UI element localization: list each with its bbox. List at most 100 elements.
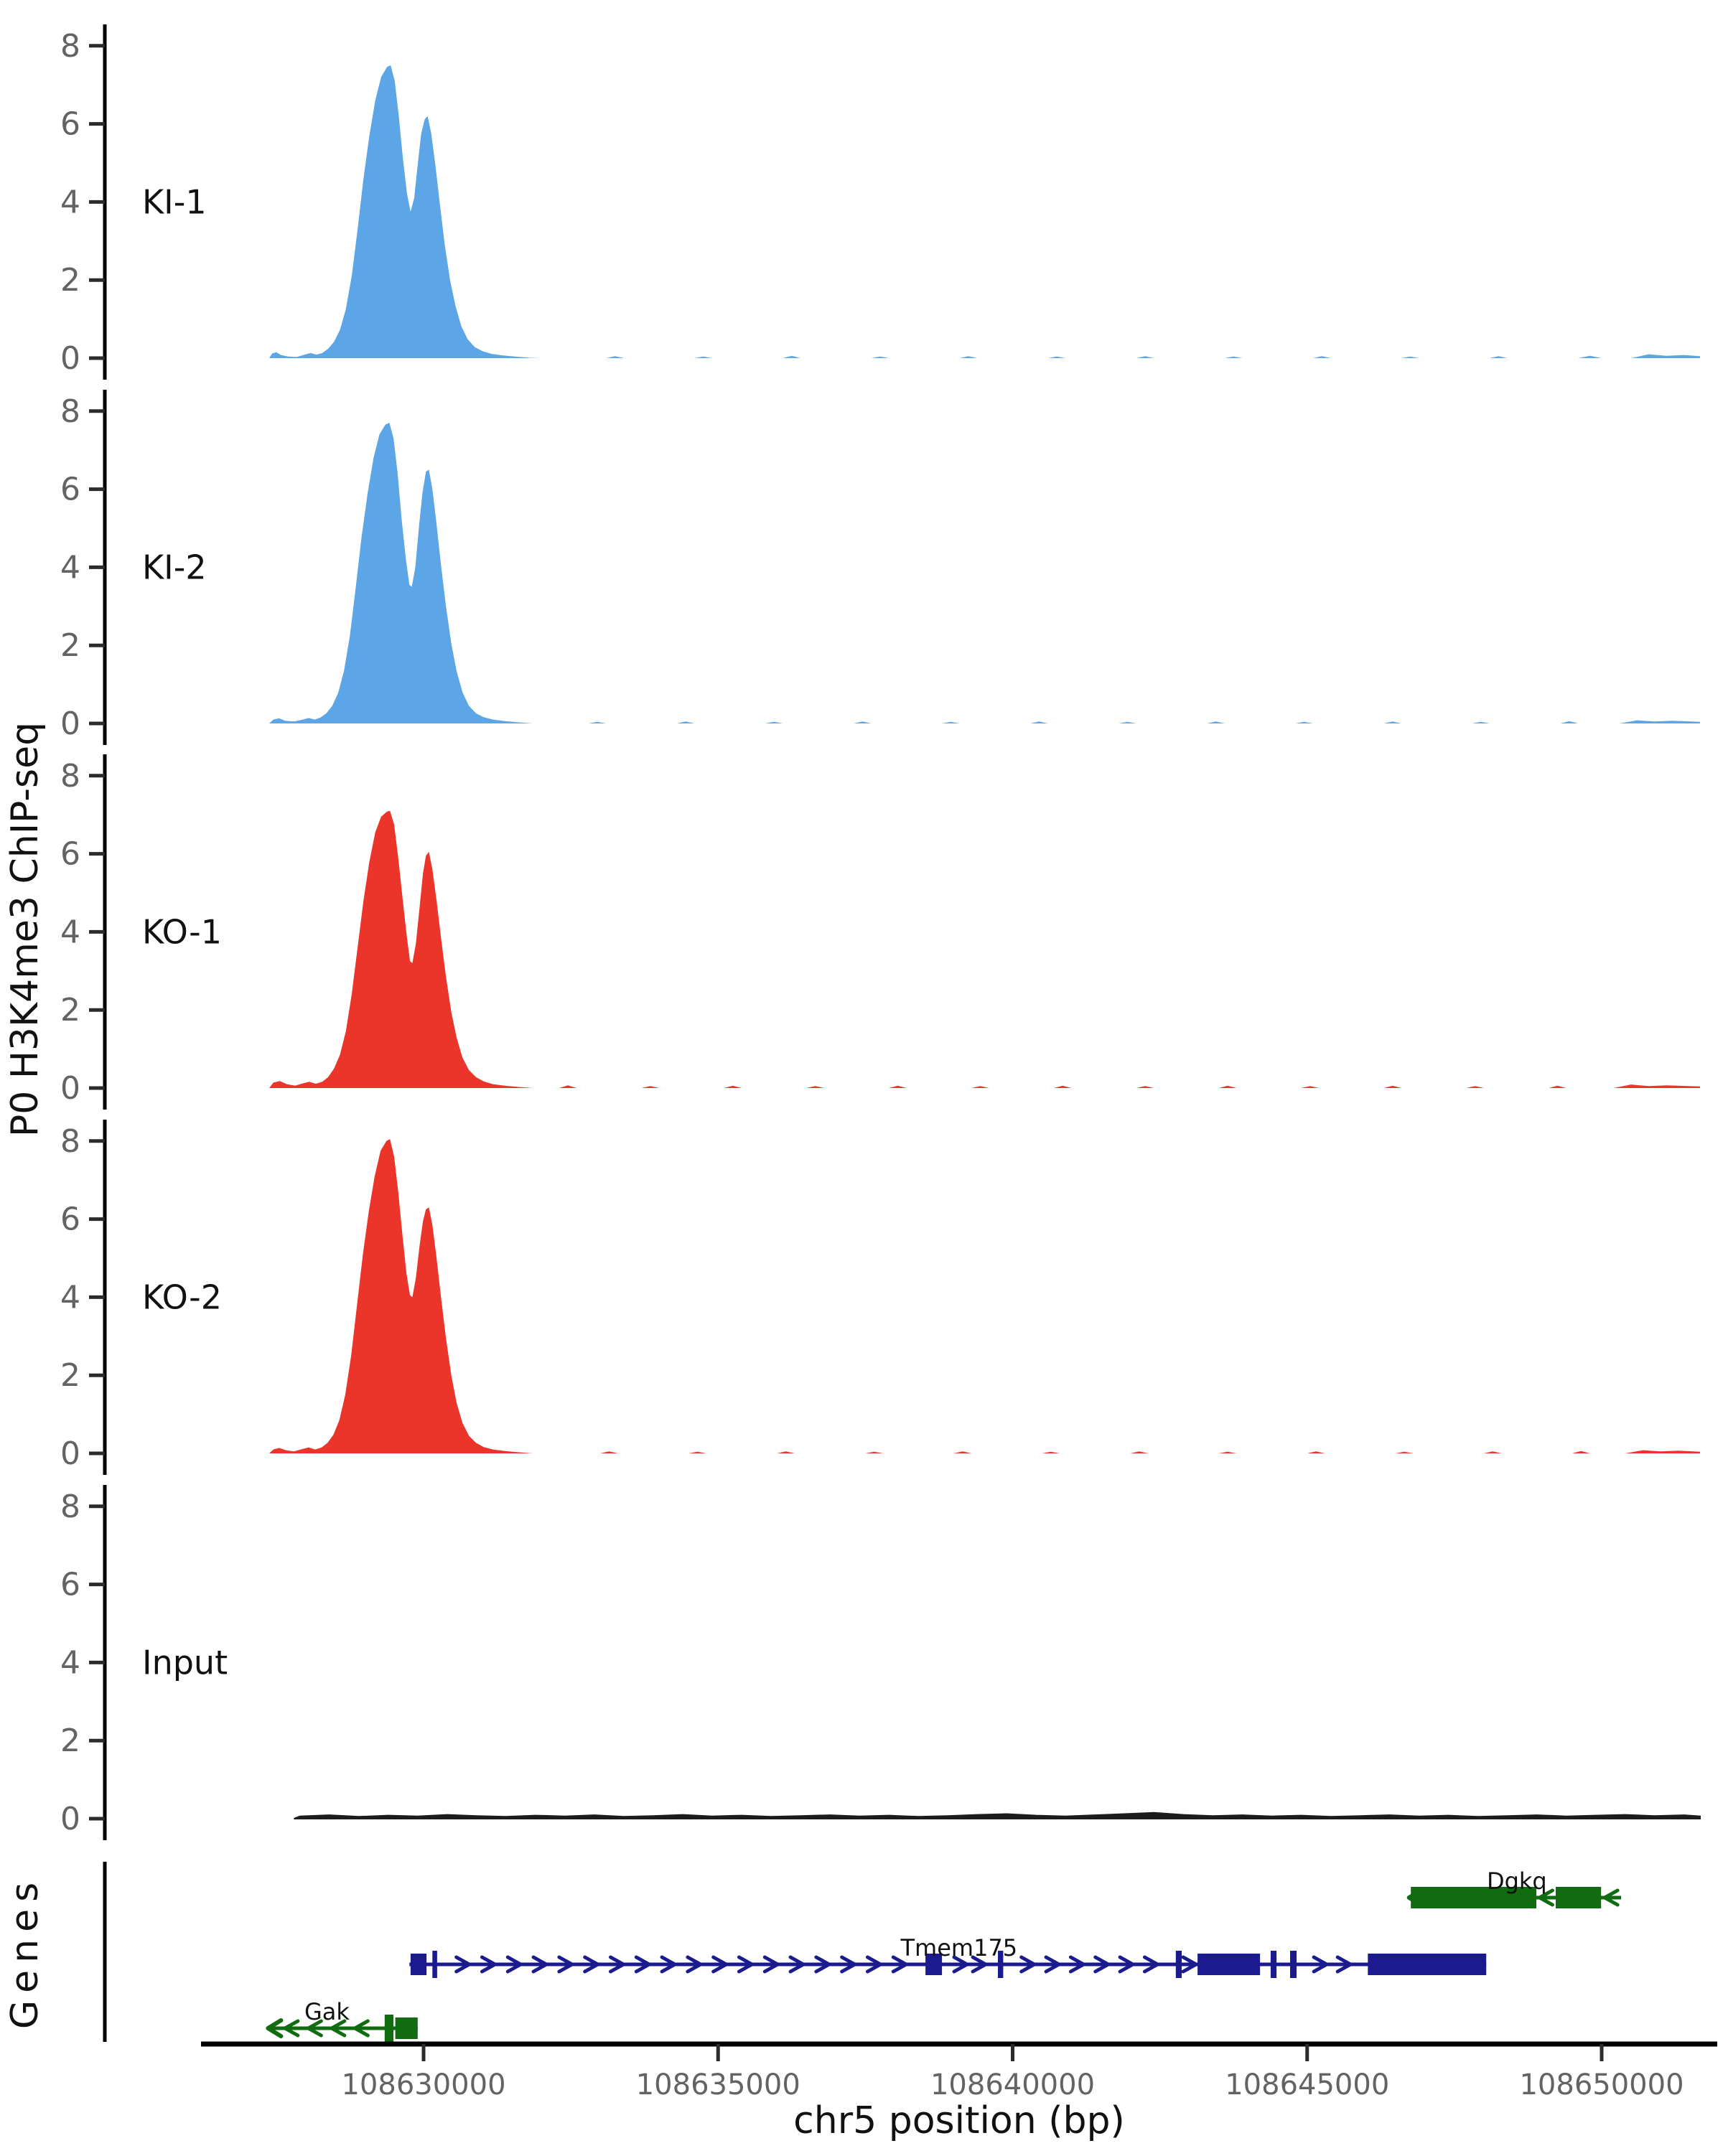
y-tick-label: 8 <box>60 1489 80 1525</box>
x-tick-label: 108650000 <box>1519 2068 1684 2101</box>
gene-dgkq: Dgkq <box>1406 1867 1622 1908</box>
gene-end-arrow-icon <box>266 2018 284 2038</box>
gene-exon <box>1197 1954 1261 1975</box>
y-tick-label: 2 <box>60 1723 80 1759</box>
strand-chevron-icon <box>737 1955 754 1974</box>
strand-chevron-icon <box>1142 1955 1159 1974</box>
strand-chevron-icon <box>634 1955 651 1974</box>
strand-chevron-icon <box>608 1955 625 1974</box>
track-label-ko-2: KO-2 <box>142 1278 222 1316</box>
strand-chevron-icon <box>1181 1955 1198 1974</box>
y-tick-label: 8 <box>60 758 80 795</box>
strand-chevron-icon <box>583 1955 600 1974</box>
strand-chevron-icon <box>306 2019 323 2038</box>
y-tick-label: 6 <box>60 1201 80 1238</box>
strand-chevron-icon <box>480 1955 497 1974</box>
signal-area-ki-2 <box>269 423 1700 723</box>
y-tick-label: 0 <box>60 1435 80 1472</box>
gene-exon <box>1175 1951 1182 1978</box>
strand-chevron-icon <box>762 1955 780 1974</box>
strand-chevron-icon <box>1044 1955 1061 1974</box>
y-tick-label: 0 <box>60 1070 80 1107</box>
y-tick-label: 4 <box>60 184 80 220</box>
strand-chevron-icon <box>1118 1955 1135 1974</box>
track-panel-ko-2: 0 2 4 6 8 KO-2 <box>60 1120 1700 1475</box>
gene-exon <box>384 2015 394 2042</box>
gene-exon <box>1411 1887 1536 1908</box>
strand-chevron-icon <box>505 1955 523 1974</box>
y-tick-label: 4 <box>60 914 80 950</box>
strand-chevron-icon <box>814 1955 831 1974</box>
strand-chevron-icon <box>1537 1888 1554 1907</box>
x-axis-title: chr5 position (bp) <box>793 2099 1125 2142</box>
y-tick-label: 4 <box>60 1279 80 1316</box>
y-tick-label: 6 <box>60 106 80 143</box>
signal-area-ko-2 <box>269 1139 1700 1453</box>
strand-chevron-icon <box>891 1955 908 1974</box>
y-tick-label: 0 <box>60 1801 80 1837</box>
y-tick-label: 2 <box>60 992 80 1028</box>
strand-chevron-icon <box>1093 1955 1111 1974</box>
gene-exon <box>1368 1954 1487 1975</box>
x-tick-label: 108640000 <box>930 2068 1095 2101</box>
strand-chevron-icon <box>1602 1888 1620 1907</box>
signal-area-input <box>294 1811 1701 1819</box>
strand-chevron-icon <box>1335 1955 1353 1974</box>
gene-exon <box>998 1951 1004 1978</box>
track-label-ko-1: KO-1 <box>142 912 222 951</box>
strand-chevron-icon <box>788 1955 806 1974</box>
gene-exon <box>1290 1951 1297 1978</box>
gene-label-dgkq: Dgkq <box>1487 1867 1547 1895</box>
strand-chevron-icon <box>454 1955 472 1974</box>
y-tick-label: 0 <box>60 706 80 742</box>
strand-chevron-icon <box>352 2019 370 2038</box>
strand-chevron-icon <box>971 1955 988 1974</box>
y-tick-label: 6 <box>60 472 80 508</box>
track-label-input: Input <box>142 1643 228 1682</box>
y-tick-label: 4 <box>60 1644 80 1681</box>
strand-chevron-icon <box>1068 1955 1085 1974</box>
gene-label-gak: Gak <box>304 1998 350 2025</box>
track-panel-ki-2: 0 2 4 6 8 KI-2 <box>60 390 1700 745</box>
genes-panel: Dgkq Tmem175 Gak <box>103 1862 1622 2042</box>
signal-area-ko-1 <box>269 810 1700 1088</box>
gene-exon <box>395 2017 418 2039</box>
y-tick-label: 0 <box>60 340 80 377</box>
gene-exon <box>432 1951 437 1978</box>
strand-chevron-icon <box>660 1955 677 1974</box>
y-axis-title: P0 H3K4me3 ChIP-seq <box>4 722 47 1137</box>
y-tick-label: 6 <box>60 836 80 873</box>
y-tick-label: 2 <box>60 627 80 664</box>
track-panel-ki-1: 0 2 4 6 8 KI-1 <box>60 24 1700 380</box>
track-label-ki-2: KI-2 <box>142 548 207 586</box>
strand-chevron-icon <box>283 2019 300 2038</box>
y-tick-label: 2 <box>60 262 80 299</box>
gene-exon <box>410 1954 427 1975</box>
strand-chevron-icon <box>865 1955 882 1974</box>
y-tick-label: 2 <box>60 1357 80 1394</box>
gene-label-tmem175: Tmem175 <box>900 1934 1018 1962</box>
strand-chevron-icon <box>557 1955 574 1974</box>
track-panel-input: 0 2 4 6 8 Input <box>60 1485 1701 1840</box>
x-tick-label: 108635000 <box>636 2068 800 2101</box>
genes-axis-title: Genes <box>4 1875 47 2029</box>
gene-gak: Gak <box>266 1998 418 2042</box>
strand-chevron-icon <box>1312 1955 1329 1974</box>
signal-area-ki-1 <box>269 65 1700 358</box>
strand-chevron-icon <box>711 1955 729 1974</box>
strand-chevron-icon <box>952 1955 969 1974</box>
x-tick-label: 108645000 <box>1225 2068 1389 2101</box>
y-tick-label: 8 <box>60 393 80 430</box>
gene-exon <box>1556 1887 1602 1908</box>
gene-exon <box>1270 1951 1277 1978</box>
strand-chevron-icon <box>686 1955 703 1974</box>
strand-chevron-icon <box>330 2019 347 2038</box>
strand-chevron-icon <box>840 1955 857 1974</box>
y-tick-label: 8 <box>60 28 80 65</box>
track-label-ki-1: KI-1 <box>142 182 207 221</box>
strand-chevron-icon <box>531 1955 548 1974</box>
y-tick-label: 6 <box>60 1567 80 1603</box>
x-tick-label: 108630000 <box>341 2068 505 2101</box>
